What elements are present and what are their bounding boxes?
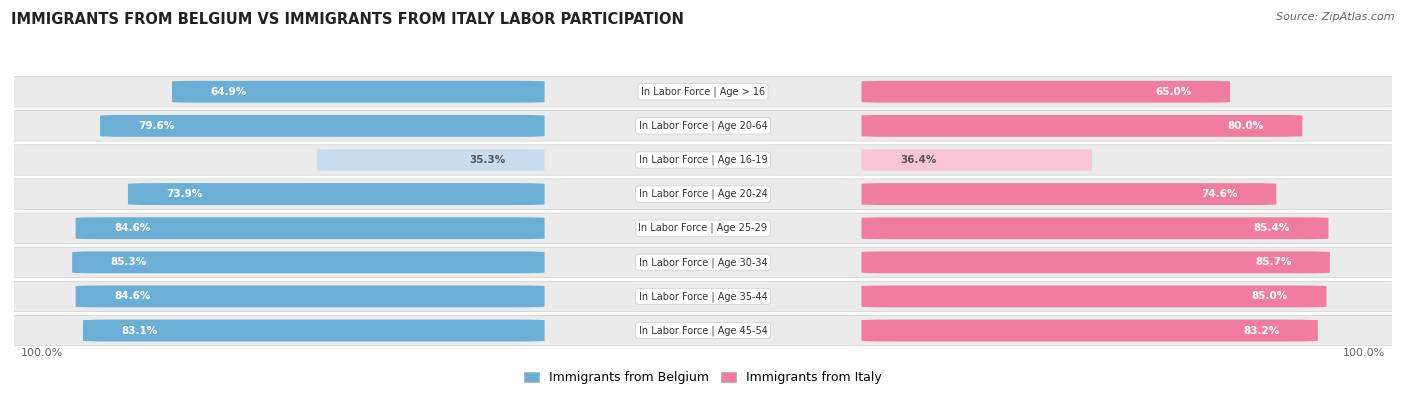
Text: 100.0%: 100.0% [1343,348,1385,357]
Text: In Labor Force | Age 25-29: In Labor Force | Age 25-29 [638,223,768,233]
FancyBboxPatch shape [72,251,544,273]
FancyBboxPatch shape [0,315,1406,346]
Text: Source: ZipAtlas.com: Source: ZipAtlas.com [1277,12,1395,22]
FancyBboxPatch shape [862,115,1302,137]
FancyBboxPatch shape [0,213,1406,243]
FancyBboxPatch shape [862,286,1326,307]
Text: 85.4%: 85.4% [1254,223,1289,233]
FancyBboxPatch shape [76,286,544,307]
Text: 100.0%: 100.0% [21,348,63,357]
FancyBboxPatch shape [0,111,1406,141]
FancyBboxPatch shape [862,81,1230,103]
FancyBboxPatch shape [0,145,1406,175]
Text: In Labor Force | Age 20-24: In Labor Force | Age 20-24 [638,189,768,199]
FancyBboxPatch shape [172,81,544,103]
Text: In Labor Force | Age 16-19: In Labor Force | Age 16-19 [638,155,768,165]
Text: 84.6%: 84.6% [114,223,150,233]
Text: 85.7%: 85.7% [1256,257,1291,267]
FancyBboxPatch shape [83,320,544,341]
Text: 84.6%: 84.6% [114,292,150,301]
FancyBboxPatch shape [862,251,1330,273]
FancyBboxPatch shape [76,217,544,239]
Text: 83.1%: 83.1% [121,325,157,335]
Text: 64.9%: 64.9% [211,87,247,97]
FancyBboxPatch shape [0,247,1406,278]
FancyBboxPatch shape [0,281,1406,312]
Text: In Labor Force | Age 35-44: In Labor Force | Age 35-44 [638,291,768,302]
Text: 74.6%: 74.6% [1201,189,1237,199]
Text: In Labor Force | Age 30-34: In Labor Force | Age 30-34 [638,257,768,267]
Text: 65.0%: 65.0% [1156,87,1191,97]
FancyBboxPatch shape [862,149,1092,171]
Text: In Labor Force | Age 45-54: In Labor Force | Age 45-54 [638,325,768,336]
FancyBboxPatch shape [0,179,1406,209]
Text: 35.3%: 35.3% [470,155,506,165]
Text: 36.4%: 36.4% [900,155,936,165]
Text: 83.2%: 83.2% [1243,325,1279,335]
Text: IMMIGRANTS FROM BELGIUM VS IMMIGRANTS FROM ITALY LABOR PARTICIPATION: IMMIGRANTS FROM BELGIUM VS IMMIGRANTS FR… [11,12,685,27]
FancyBboxPatch shape [316,149,544,171]
Text: 80.0%: 80.0% [1227,121,1264,131]
Text: 73.9%: 73.9% [166,189,202,199]
FancyBboxPatch shape [100,115,544,137]
Text: 79.6%: 79.6% [139,121,174,131]
FancyBboxPatch shape [862,320,1317,341]
Text: 85.3%: 85.3% [111,257,148,267]
FancyBboxPatch shape [862,217,1329,239]
Text: In Labor Force | Age 20-64: In Labor Force | Age 20-64 [638,120,768,131]
Text: In Labor Force | Age > 16: In Labor Force | Age > 16 [641,87,765,97]
FancyBboxPatch shape [128,183,544,205]
FancyBboxPatch shape [0,77,1406,107]
FancyBboxPatch shape [862,183,1277,205]
Legend: Immigrants from Belgium, Immigrants from Italy: Immigrants from Belgium, Immigrants from… [519,367,887,389]
Text: 85.0%: 85.0% [1251,292,1288,301]
